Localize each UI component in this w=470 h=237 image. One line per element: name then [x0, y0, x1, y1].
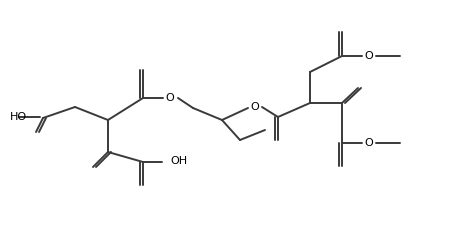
Text: OH: OH [170, 156, 187, 166]
Text: O: O [251, 102, 259, 112]
Text: O: O [365, 51, 373, 61]
Text: O: O [165, 93, 174, 103]
Text: HO: HO [10, 112, 27, 122]
Text: O: O [365, 138, 373, 148]
